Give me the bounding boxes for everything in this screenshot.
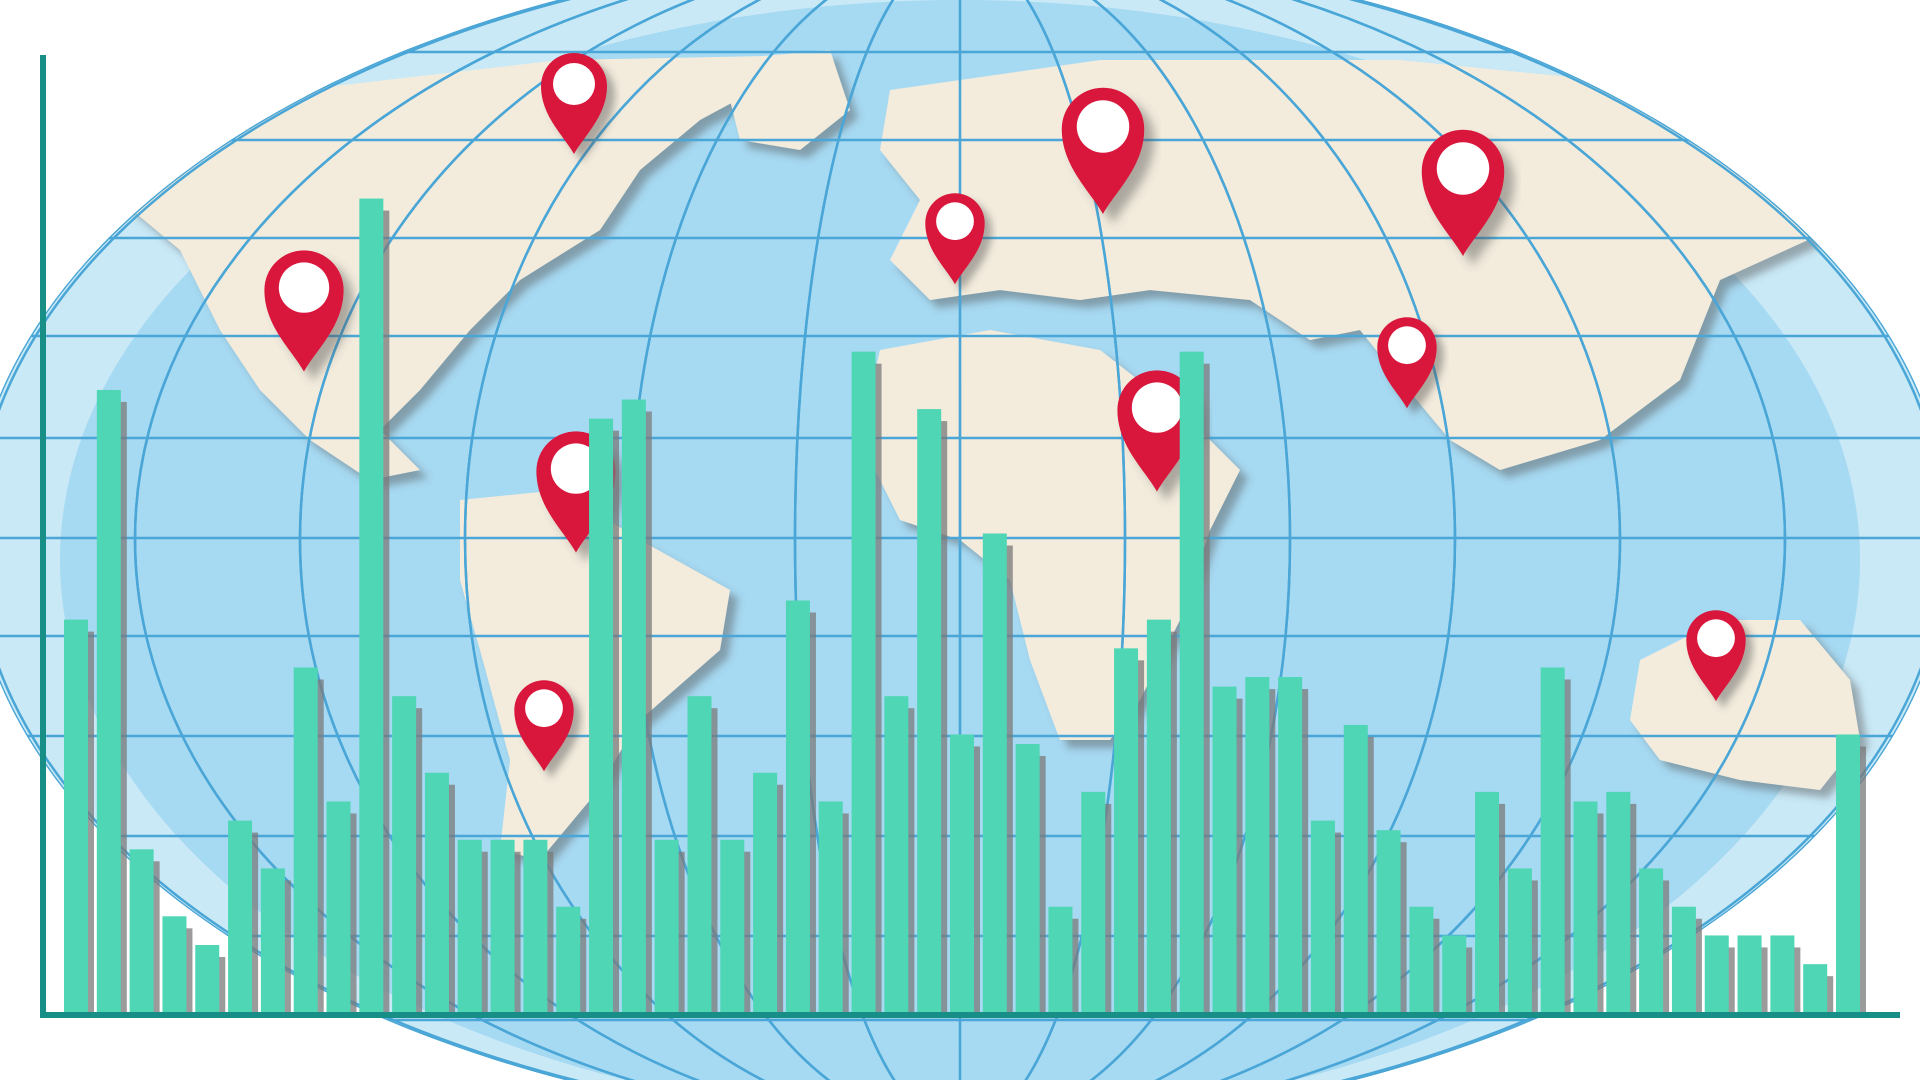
bar bbox=[1048, 906, 1073, 1012]
bar bbox=[884, 696, 909, 1012]
bar bbox=[392, 696, 417, 1012]
map-pin-icon bbox=[1421, 129, 1505, 256]
bar bbox=[260, 868, 285, 1012]
bar bbox=[424, 772, 449, 1012]
map-pin-icon bbox=[264, 250, 344, 372]
map-pin-icon bbox=[514, 680, 574, 772]
bar bbox=[556, 906, 581, 1012]
bar bbox=[1475, 791, 1500, 1012]
bar bbox=[1146, 619, 1171, 1012]
bar bbox=[326, 801, 351, 1012]
bar bbox=[950, 734, 974, 1012]
map-pin-icon bbox=[541, 53, 607, 154]
australia bbox=[1630, 620, 1860, 790]
bar bbox=[1836, 734, 1860, 1012]
bar bbox=[293, 667, 318, 1012]
bar bbox=[1737, 935, 1762, 1012]
bar bbox=[1704, 935, 1729, 1012]
bar bbox=[523, 839, 548, 1012]
longitude-line bbox=[133, 0, 1787, 1080]
map-pin-icon bbox=[1686, 610, 1746, 702]
bar bbox=[129, 849, 154, 1012]
bar bbox=[1507, 868, 1532, 1012]
map-pin-icon bbox=[925, 193, 985, 285]
bar bbox=[359, 198, 384, 1013]
bar bbox=[1442, 935, 1467, 1012]
bar bbox=[1376, 830, 1401, 1012]
bar bbox=[490, 839, 515, 1012]
bar bbox=[1015, 744, 1040, 1012]
longitude-line bbox=[793, 0, 1127, 1080]
map-pins bbox=[264, 53, 1746, 772]
bar bbox=[753, 772, 778, 1012]
map-pin-icon bbox=[1061, 87, 1145, 214]
greenland bbox=[720, 50, 850, 150]
bar bbox=[1803, 964, 1828, 1012]
bar bbox=[687, 696, 712, 1012]
bar bbox=[1114, 648, 1139, 1012]
bar bbox=[720, 839, 745, 1012]
longitude-line bbox=[463, 0, 1457, 1080]
bar bbox=[1212, 686, 1237, 1012]
bar bbox=[1081, 791, 1106, 1012]
bar bbox=[1606, 791, 1631, 1012]
bar bbox=[1409, 906, 1434, 1012]
bar bbox=[457, 839, 482, 1012]
longitude-line bbox=[298, 0, 1622, 1080]
bar bbox=[654, 839, 679, 1012]
north-america bbox=[90, 55, 820, 480]
map-pin-icon bbox=[1117, 370, 1197, 492]
bar bbox=[917, 409, 942, 1013]
bar bbox=[228, 820, 253, 1012]
bar bbox=[785, 600, 810, 1012]
bar bbox=[1245, 677, 1270, 1012]
bar bbox=[1310, 820, 1335, 1012]
bar bbox=[621, 399, 646, 1012]
bar bbox=[982, 533, 1007, 1012]
bar bbox=[1573, 801, 1598, 1012]
bar bbox=[96, 389, 121, 1012]
bar bbox=[1671, 906, 1696, 1012]
bar bbox=[818, 801, 843, 1012]
bar bbox=[64, 619, 88, 1012]
bar bbox=[195, 945, 220, 1012]
bar bbox=[589, 418, 614, 1012]
bar bbox=[1770, 935, 1795, 1012]
bar bbox=[1343, 724, 1368, 1012]
bar bbox=[1278, 677, 1303, 1012]
map-pin-icon bbox=[1377, 317, 1437, 409]
bar bbox=[162, 916, 187, 1012]
bar bbox=[1639, 868, 1664, 1012]
bar-series bbox=[64, 198, 1866, 1015]
bar bbox=[851, 351, 876, 1012]
bar bbox=[1540, 667, 1565, 1012]
bar bbox=[1179, 351, 1204, 1012]
